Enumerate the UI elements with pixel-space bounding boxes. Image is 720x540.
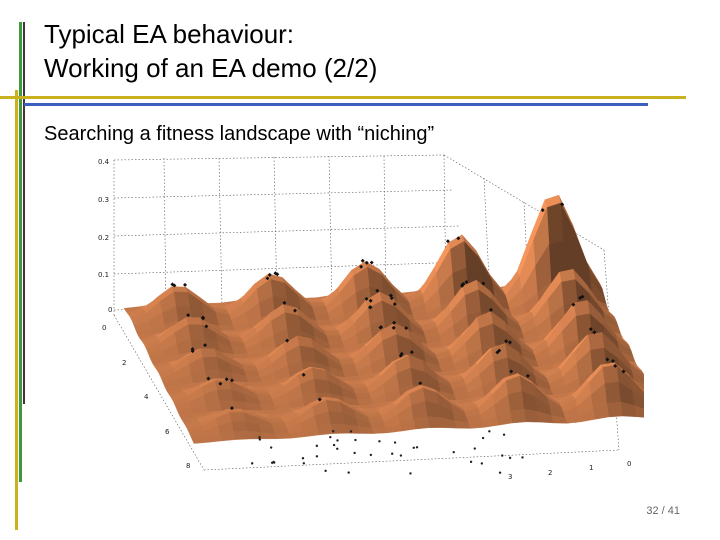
population-point xyxy=(379,325,384,330)
population-point-projection xyxy=(301,457,305,460)
population-point-projection xyxy=(258,436,261,439)
population-points xyxy=(170,202,626,475)
right-tick-0: 0 xyxy=(627,460,631,468)
population-point-projection xyxy=(521,456,524,459)
population-point-projection xyxy=(258,438,262,441)
population-point xyxy=(206,376,211,381)
population-point xyxy=(203,343,208,348)
population-point-projection xyxy=(354,438,357,442)
slide-title-line-1: Typical EA behaviour: xyxy=(44,19,295,49)
population-point-projection xyxy=(331,430,335,433)
left-tick-2: 2 xyxy=(122,359,126,367)
slide-title: Typical EA behaviour: Working of an EA d… xyxy=(44,17,377,85)
z-axis-ticks: 0.4 0.3 0.2 0.1 0 xyxy=(98,158,112,314)
population-point xyxy=(375,288,380,293)
slide-bullet-text: Searching a fitness landscape with “nich… xyxy=(44,123,435,145)
population-point xyxy=(224,377,229,382)
population-point-projection xyxy=(452,450,455,454)
population-point xyxy=(282,300,287,305)
right-tick-1: 1 xyxy=(589,464,593,472)
population-point-projection xyxy=(272,460,275,464)
decorative-vertical-green-line xyxy=(19,22,22,482)
population-point xyxy=(560,202,565,207)
population-point-projection xyxy=(324,469,327,473)
slide-title-line-2: Working of an EA demo (2/2) xyxy=(44,53,378,83)
population-point-projection xyxy=(378,440,381,443)
population-point xyxy=(218,381,223,386)
population-point-projection xyxy=(502,433,506,436)
population-point-projection xyxy=(369,453,373,457)
population-point xyxy=(183,282,188,287)
population-point xyxy=(186,313,191,318)
population-point-projection xyxy=(501,454,504,457)
left-tick-6: 6 xyxy=(165,428,170,436)
population-point-projection xyxy=(315,455,319,458)
population-point xyxy=(392,320,397,325)
population-point xyxy=(507,340,512,345)
population-point-projection xyxy=(393,441,397,444)
population-point-projection xyxy=(469,460,473,464)
population-point-projection xyxy=(508,456,512,460)
z-tick-0-4: 0.4 xyxy=(98,158,110,166)
population-point-projection xyxy=(473,447,476,450)
population-point xyxy=(190,347,195,352)
population-point-projection xyxy=(250,462,254,465)
population-point-projection xyxy=(332,443,336,447)
population-point xyxy=(229,406,234,411)
left-axis-ticks: 0 2 4 6 8 xyxy=(102,324,190,470)
population-point xyxy=(267,272,272,277)
fitness-surface xyxy=(123,194,644,444)
decorative-vertical-gold-line xyxy=(15,90,18,530)
population-point-projection xyxy=(269,446,273,449)
population-point xyxy=(265,276,270,281)
right-tick-2: 2 xyxy=(548,469,552,477)
population-point xyxy=(317,397,322,402)
z-tick-0-1: 0.1 xyxy=(98,271,109,279)
population-point-projection xyxy=(336,439,339,442)
decorative-horizontal-gold-line xyxy=(0,96,686,99)
population-point xyxy=(275,272,280,277)
population-point-projection xyxy=(353,451,356,455)
population-point xyxy=(588,327,593,332)
population-point-projection xyxy=(315,444,319,448)
left-tick-0: 0 xyxy=(102,324,106,332)
population-point-projection xyxy=(302,462,306,465)
left-tick-8: 8 xyxy=(186,462,190,470)
page-number: 32 / 41 xyxy=(646,505,680,517)
population-point-projection xyxy=(349,430,353,433)
fitness-landscape-3d-plot: 0.4 0.3 0.2 0.1 0 0 2 4 6 8 3 2 1 0 xyxy=(98,154,644,481)
population-point-projection xyxy=(409,472,412,475)
left-tick-4: 4 xyxy=(144,393,149,401)
population-point-projection xyxy=(390,452,394,455)
population-point-projection xyxy=(412,446,415,449)
population-point-projection xyxy=(480,462,484,465)
z-tick-0: 0 xyxy=(108,306,112,314)
population-point xyxy=(229,378,234,383)
population-point-projection xyxy=(481,436,485,440)
population-point-projection xyxy=(347,471,350,474)
right-axis-ticks: 3 2 1 0 xyxy=(508,460,631,481)
population-point xyxy=(172,283,177,288)
population-point-projection xyxy=(336,447,339,450)
population-point xyxy=(200,315,205,320)
population-point xyxy=(301,372,306,377)
z-tick-0-3: 0.3 xyxy=(98,196,109,204)
population-point-projection xyxy=(498,471,502,474)
population-point xyxy=(571,302,576,307)
population-point-projection xyxy=(415,446,419,449)
population-point xyxy=(360,258,365,263)
population-point xyxy=(368,305,372,310)
population-point xyxy=(613,363,618,368)
right-tick-3: 3 xyxy=(508,473,512,481)
population-point xyxy=(509,369,514,374)
population-point xyxy=(369,260,374,265)
population-point-projection xyxy=(399,454,403,457)
z-tick-0-2: 0.2 xyxy=(98,234,109,242)
decorative-vertical-dark-line xyxy=(23,22,25,404)
decorative-horizontal-blue-line xyxy=(24,103,648,106)
population-point-projection xyxy=(329,435,332,439)
population-point-projection xyxy=(488,430,491,433)
